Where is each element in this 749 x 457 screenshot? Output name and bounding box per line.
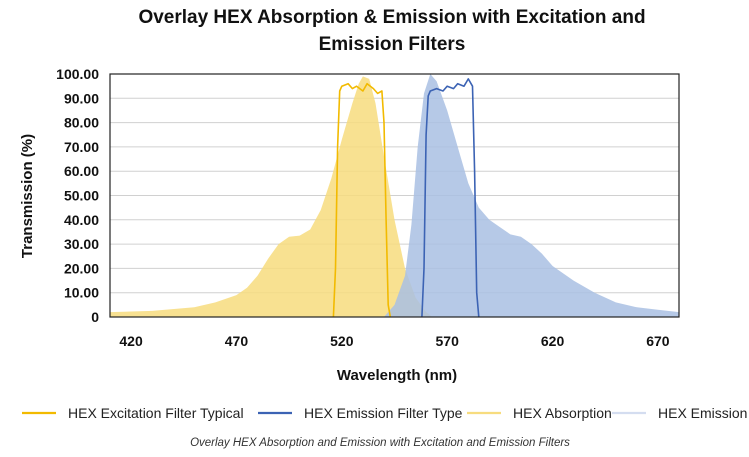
y-tick-label: 50.00	[64, 188, 99, 204]
legend: HEX Excitation Filter Typical HEX Emissio…	[22, 405, 747, 421]
legend-label: HEX Emission	[658, 405, 747, 421]
series-hex-emission	[384, 74, 679, 317]
legend-label: HEX Emission Filter Type	[304, 405, 463, 421]
y-axis-label: Transmission (%)	[19, 134, 36, 258]
legend-item-hex-emission-filter-type: HEX Emission Filter Type	[258, 405, 463, 421]
chart-title-line-1: Overlay HEX Absorption & Emission with E…	[138, 7, 645, 28]
y-tick-label: 100.00	[56, 66, 99, 82]
y-tick-label: 10.00	[64, 285, 99, 301]
chart-title-line-2: Emission Filters	[319, 34, 466, 55]
y-tick-label: 90.00	[64, 90, 99, 106]
y-tick-label: 0	[91, 309, 99, 325]
x-tick-label: 620	[541, 333, 565, 349]
line-series	[332, 78, 480, 318]
legend-item-hex-excitation-filter-typical: HEX Excitation Filter Typical	[22, 405, 244, 421]
y-tick-label: 70.00	[64, 139, 99, 155]
legend-label: HEX Absorption	[513, 405, 612, 421]
y-axis-ticks: 0 10.00 20.00 30.00 40.00 50.00 60.00 70.00 80.0…	[56, 66, 99, 325]
series-hex-excitation-filter-typical	[332, 82, 392, 318]
y-tick-label: 60.00	[64, 163, 99, 179]
x-axis-label: Wavelength (nm)	[337, 367, 457, 384]
y-tick-label: 20.00	[64, 260, 99, 276]
series-hex-absorption	[110, 76, 433, 318]
y-tick-label: 80.00	[64, 115, 99, 131]
chart-caption: Overlay HEX Absorption and Emission with…	[190, 437, 570, 449]
x-tick-label: 570	[436, 333, 460, 349]
plot-border	[109, 73, 680, 318]
series-hex-emission-filter-type	[421, 78, 480, 318]
area-series	[110, 74, 679, 318]
y-tick-label: 40.00	[64, 212, 99, 228]
y-tick-label: 30.00	[64, 236, 99, 252]
x-axis-ticks: 420 470 520 570 620 670	[119, 333, 669, 349]
legend-label: HEX Excitation Filter Typical	[68, 405, 244, 421]
x-tick-label: 420	[119, 333, 143, 349]
x-tick-label: 670	[646, 333, 670, 349]
x-tick-label: 520	[330, 333, 354, 349]
legend-item-hex-emission: HEX Emission	[612, 405, 747, 421]
x-tick-label: 470	[225, 333, 249, 349]
legend-item-hex-absorption: HEX Absorption	[467, 405, 612, 421]
